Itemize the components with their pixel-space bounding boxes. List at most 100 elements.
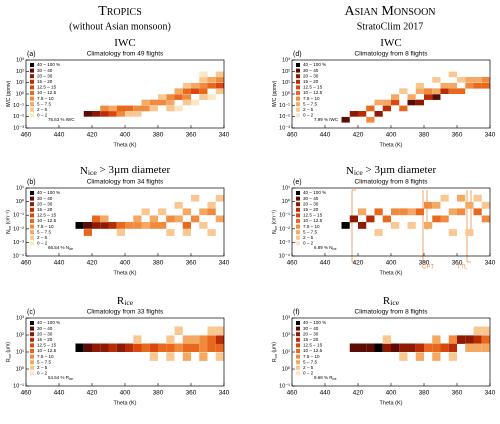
- heat-cell: [125, 222, 134, 229]
- x-tick-label: 400: [120, 390, 131, 397]
- legend-label: 2 – 5: [303, 365, 314, 370]
- panel-subtitle: Climatology from 8 flights: [355, 51, 429, 58]
- y-axis-label-part: R: [272, 358, 278, 362]
- heat-cell: [366, 215, 375, 223]
- legend-label: 40 – 100 %: [303, 320, 326, 325]
- heat-cell: [182, 352, 191, 361]
- heat-cell: [407, 222, 416, 229]
- heat-cell: [349, 343, 358, 352]
- legend-swatch: [296, 241, 300, 246]
- legend-swatch: [30, 102, 34, 107]
- legend-label: 12.5 – 15: [303, 213, 323, 218]
- legend-swatch: [30, 79, 34, 84]
- heat-cell: [448, 82, 457, 89]
- heat-cell: [133, 222, 142, 229]
- coverage-note: 76.63 % IWC: [48, 117, 75, 122]
- heat-cell: [141, 208, 150, 216]
- y-tick-label: 10¹: [282, 349, 290, 355]
- heat-cell: [174, 94, 183, 100]
- legend-swatch: [296, 68, 300, 73]
- y-tick-label: 10³: [16, 57, 24, 63]
- y-axis-label: IWC (ppmv): [272, 80, 278, 107]
- legend-swatch: [296, 360, 300, 365]
- heat-cell: [432, 343, 441, 352]
- legend-swatch: [30, 332, 34, 337]
- legend-label: 2 – 5: [303, 107, 314, 112]
- legend-label: 0 – 2: [37, 113, 48, 118]
- y-tick-label: 10⁰: [282, 198, 291, 205]
- heat-cell: [191, 343, 200, 352]
- x-tick-label: 440: [320, 260, 331, 267]
- heat-cell: [166, 215, 175, 223]
- y-axis-label-part: R: [6, 358, 12, 362]
- y-axis-label-part: ice: [8, 354, 12, 359]
- heat-cell: [481, 335, 490, 344]
- coverage-note-part: 9.68 % R: [314, 375, 333, 380]
- x-tick-label: 440: [54, 132, 65, 139]
- y-axis-label-part: N: [6, 230, 12, 234]
- heat-cell: [116, 111, 125, 117]
- x-tick-label: 360: [452, 260, 463, 267]
- coverage-note: 6.89 % Nice: [314, 245, 337, 250]
- heat-cell: [116, 343, 125, 352]
- heat-cell: [407, 94, 416, 100]
- y-axis-label-part: ice: [274, 354, 278, 359]
- heat-cell: [358, 208, 367, 216]
- legend-label: 15 – 20: [303, 207, 319, 212]
- heat-cell: [141, 99, 150, 106]
- x-tick-label: 460: [21, 132, 32, 139]
- panel-title-part: > 3µm diameter: [97, 164, 171, 176]
- heat-cell: [83, 343, 92, 352]
- heat-cell: [149, 352, 158, 361]
- legend-swatch: [30, 68, 34, 73]
- y-tick-label: 10⁻²: [279, 226, 290, 232]
- y-tick-label: 10²: [16, 332, 24, 338]
- heat-cell: [358, 222, 367, 229]
- heat-cell: [174, 88, 183, 94]
- legend-swatch: [296, 321, 300, 325]
- legend-swatch: [296, 96, 300, 101]
- panel-title-part: > 3µm diameter: [363, 164, 437, 176]
- legend-label: 2 – 5: [37, 107, 48, 112]
- y-tick-label: 10⁻³: [13, 125, 24, 131]
- panel-label: (c): [27, 309, 35, 316]
- y-axis-label: Nice (cm⁻³): [6, 210, 12, 234]
- panel-title: Nice > 3µm diameter: [346, 164, 437, 177]
- left-title: Tropics: [98, 4, 142, 19]
- heat-cell: [141, 222, 150, 229]
- x-tick-label: 420: [87, 390, 98, 397]
- heat-cell: [415, 208, 424, 216]
- x-tick-label: 440: [320, 132, 331, 139]
- heat-cell: [215, 215, 224, 223]
- heat-cell: [108, 343, 117, 352]
- heat-cell: [92, 215, 101, 223]
- heat-cell: [174, 326, 183, 335]
- coverage-note-part: ice: [69, 247, 73, 251]
- legend-swatch: [296, 113, 300, 118]
- x-tick-label: 420: [87, 260, 98, 267]
- heat-cell: [424, 88, 433, 94]
- legend-swatch: [296, 79, 300, 84]
- heat-cell: [473, 335, 482, 344]
- legend-label: 15 – 20: [37, 207, 53, 212]
- y-axis-label-part: (cm⁻³): [272, 210, 278, 226]
- heat-cell: [382, 335, 391, 344]
- heat-cell: [358, 111, 367, 117]
- heat-cell: [182, 82, 191, 89]
- coverage-note: 54.54 % Rice: [48, 375, 73, 380]
- legend-label: 2 – 5: [37, 365, 48, 370]
- legend-swatch: [30, 349, 34, 353]
- y-tick-label: 10⁰: [16, 90, 25, 97]
- legend-label: 0 – 2: [37, 371, 48, 376]
- x-tick-label: 340: [485, 260, 496, 267]
- legend-label: 5 – 7.5: [37, 359, 51, 364]
- heat-cell: [92, 343, 101, 352]
- y-tick-label: 10⁻¹: [279, 103, 290, 109]
- x-tick-label: 460: [287, 390, 298, 397]
- legend-label: 20 – 30: [37, 331, 53, 336]
- panel-label: (e): [293, 179, 302, 186]
- heat-cell: [149, 343, 158, 352]
- right-subtitle: StratoClim 2017: [357, 21, 423, 32]
- y-tick-label: 10¹: [282, 80, 290, 86]
